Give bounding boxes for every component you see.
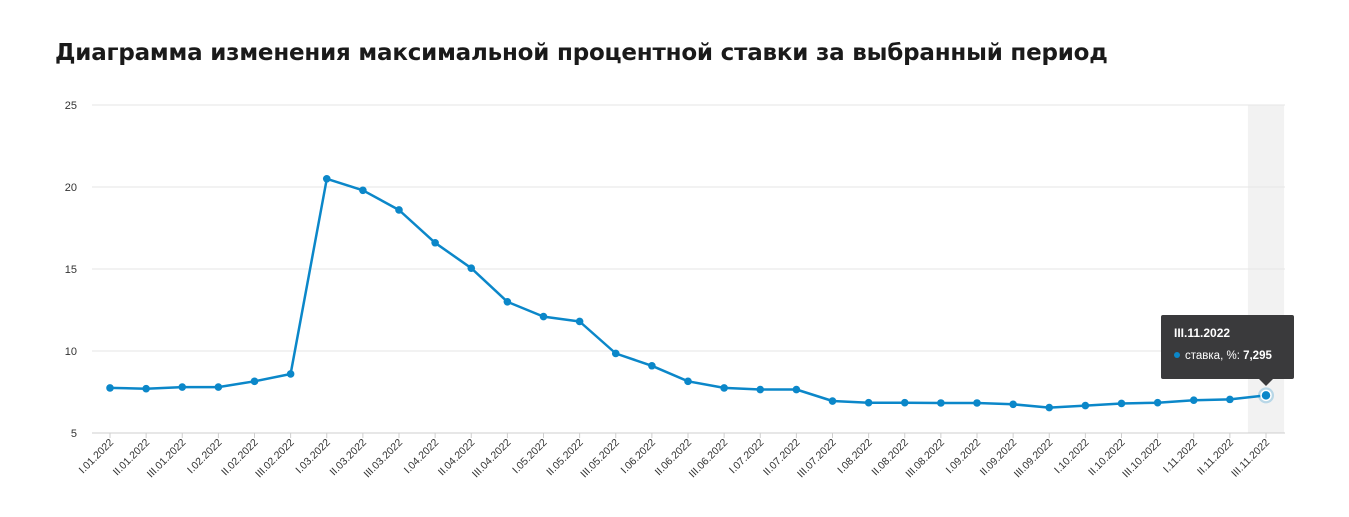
- x-tick-label: III.06.2022: [687, 437, 731, 481]
- x-tick-label: III.02.2022: [253, 437, 297, 481]
- data-point: [720, 384, 728, 392]
- x-tick-label: III.07.2022: [795, 437, 839, 481]
- x-tick-label: III.11.2022: [1229, 437, 1272, 480]
- data-point: [359, 186, 367, 195]
- data-point: [286, 370, 295, 378]
- data-point: [1045, 403, 1054, 412]
- data-point: [539, 312, 548, 321]
- y-tick-label: 20: [65, 182, 77, 194]
- data-point: [1009, 400, 1017, 409]
- x-tick-label: III.09.2022: [1012, 437, 1056, 481]
- x-tick-label: III.08.2022: [903, 437, 947, 481]
- data-point: [792, 385, 801, 394]
- tooltip: III.11.2022 ставка, %: 7,295: [1161, 315, 1294, 386]
- y-tick-label: 5: [71, 428, 77, 440]
- series-line: [109, 177, 1267, 409]
- data-point: [937, 399, 945, 407]
- x-tick-label: I.11.2022: [1161, 437, 1200, 476]
- data-point: [1117, 399, 1126, 408]
- y-tick-label: 15: [65, 264, 77, 276]
- data-point: [575, 317, 584, 326]
- data-point-highlighted: [1260, 389, 1272, 402]
- data-point: [322, 175, 331, 183]
- data-point: [756, 385, 765, 394]
- x-tick-label: III.03.2022: [362, 437, 406, 481]
- series-marker-icon: [1174, 352, 1180, 358]
- data-point: [178, 383, 187, 391]
- x-tick-label: III.04.2022: [470, 437, 514, 481]
- data-point: [1081, 401, 1090, 410]
- data-point: [106, 384, 114, 392]
- data-point: [864, 398, 873, 407]
- data-point: [900, 398, 909, 407]
- data-point: [611, 349, 620, 358]
- y-tick-label: 10: [65, 346, 77, 358]
- data-point: [828, 397, 837, 405]
- data-point: [648, 361, 656, 370]
- y-tick-label: 25: [65, 100, 77, 112]
- data-point: [431, 238, 439, 247]
- data-point: [142, 384, 150, 393]
- data-point: [214, 383, 223, 391]
- tooltip-series-label: ставка, %:: [1185, 350, 1240, 362]
- data-point: [973, 399, 981, 407]
- data-point: [395, 206, 403, 214]
- x-tick-label: III.01.2022: [145, 437, 189, 481]
- data-point: [503, 298, 512, 306]
- data-point: [684, 377, 692, 386]
- tooltip-row: ставка, %: 7,295: [1174, 350, 1282, 362]
- data-point: [467, 264, 476, 272]
- x-tick-label: III.10.2022: [1120, 437, 1164, 481]
- tooltip-value: 7,295: [1243, 350, 1272, 362]
- data-point: [1189, 396, 1198, 405]
- data-point: [1226, 395, 1234, 404]
- chart-title: Диаграмма изменения максимальной процент…: [55, 40, 1108, 66]
- data-point: [1153, 398, 1162, 407]
- x-tick-label: III.05.2022: [578, 437, 622, 481]
- tooltip-date: III.11.2022: [1174, 326, 1231, 340]
- data-point: [250, 377, 259, 386]
